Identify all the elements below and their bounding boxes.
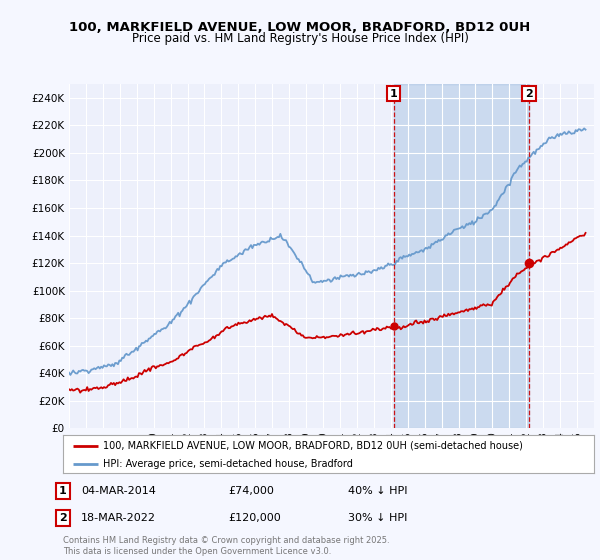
Text: 100, MARKFIELD AVENUE, LOW MOOR, BRADFORD, BD12 0UH (semi-detached house): 100, MARKFIELD AVENUE, LOW MOOR, BRADFOR… [103,441,523,451]
Text: 30% ↓ HPI: 30% ↓ HPI [348,513,407,523]
Text: 18-MAR-2022: 18-MAR-2022 [81,513,156,523]
Text: 100, MARKFIELD AVENUE, LOW MOOR, BRADFORD, BD12 0UH: 100, MARKFIELD AVENUE, LOW MOOR, BRADFOR… [70,21,530,34]
Text: 1: 1 [390,88,398,99]
Text: 1: 1 [59,486,67,496]
Text: 04-MAR-2014: 04-MAR-2014 [81,486,156,496]
Text: Price paid vs. HM Land Registry's House Price Index (HPI): Price paid vs. HM Land Registry's House … [131,32,469,45]
Text: Contains HM Land Registry data © Crown copyright and database right 2025.
This d: Contains HM Land Registry data © Crown c… [63,536,389,556]
Text: £74,000: £74,000 [228,486,274,496]
Text: 2: 2 [525,88,533,99]
Text: 2: 2 [59,513,67,523]
Text: HPI: Average price, semi-detached house, Bradford: HPI: Average price, semi-detached house,… [103,459,353,469]
Text: 40% ↓ HPI: 40% ↓ HPI [348,486,407,496]
Bar [394,84,529,428]
Text: £120,000: £120,000 [228,513,281,523]
